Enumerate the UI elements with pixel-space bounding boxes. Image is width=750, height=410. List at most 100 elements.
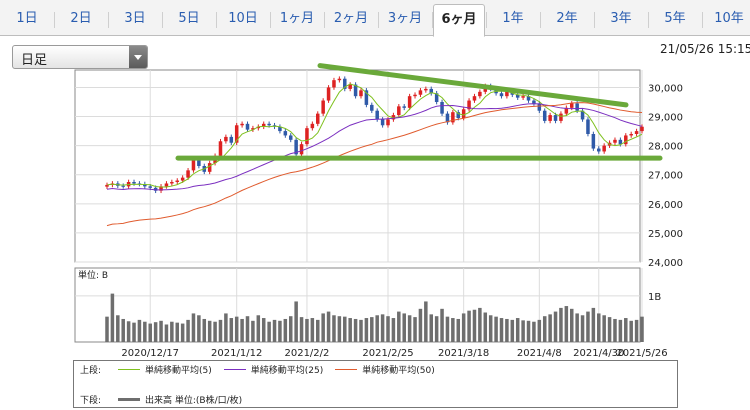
candle-body — [105, 184, 109, 187]
volume-bar — [175, 322, 180, 342]
candle-body — [580, 110, 585, 120]
volume-bar — [391, 318, 396, 342]
volume-bar — [580, 315, 585, 342]
volume-bar — [386, 316, 390, 342]
volume-bar — [299, 317, 304, 342]
trendline-annotation — [317, 63, 629, 108]
candle-body — [618, 139, 623, 145]
volume-bar — [267, 321, 271, 342]
volume-bar — [407, 315, 412, 342]
candle-body — [283, 131, 288, 136]
volume-bar — [402, 313, 406, 342]
tab-12[interactable]: 5年 — [664, 11, 686, 26]
candle-body — [553, 115, 558, 121]
volume-bar — [245, 316, 250, 342]
candle-body — [591, 134, 596, 149]
candle-body — [170, 182, 174, 184]
volume-bar — [499, 318, 504, 342]
candle-body — [348, 84, 352, 89]
chevron-down-icon[interactable] — [129, 46, 147, 68]
volume-bar — [256, 315, 261, 342]
candle-body — [299, 144, 304, 155]
candle-body — [478, 91, 482, 97]
volume-bar — [613, 318, 617, 342]
volume-panel-frame — [74, 267, 641, 343]
volume-bar — [116, 315, 120, 342]
date-label: 2021/4/30 — [573, 348, 624, 359]
tab-1[interactable]: 2日 — [70, 11, 92, 26]
volume-bar — [207, 320, 212, 342]
candle-body — [397, 106, 401, 116]
candle-body — [261, 123, 266, 127]
volume-bar — [521, 320, 525, 342]
legend-ma50: 単純移動平均(50) — [362, 365, 435, 376]
tab-11[interactable]: 3年 — [610, 11, 632, 26]
legend: 上段: 単純移動平均(5) 単純移動平均(25) 単純移動平均(50) 下段: … — [73, 360, 678, 408]
volume-bar — [278, 320, 282, 342]
candle-body — [370, 104, 374, 111]
candle-body — [164, 183, 169, 187]
tab-3[interactable]: 5日 — [178, 11, 200, 26]
tab-9[interactable]: 1年 — [502, 11, 524, 26]
tab-0[interactable]: 1日 — [16, 11, 38, 26]
candle-body — [640, 126, 644, 132]
legend-lower-row: 下段: 出来高 単位:(B株/口/枚) — [80, 392, 242, 406]
volume-bar — [494, 316, 498, 342]
volume-bar — [121, 318, 125, 342]
chart-type-select[interactable]: 日足 — [12, 45, 148, 69]
volume-bar — [370, 317, 374, 342]
volume-bar — [467, 310, 471, 342]
tab-2[interactable]: 3日 — [124, 11, 146, 26]
price-tick-label: 27,000 — [648, 171, 683, 182]
candle-body — [288, 135, 293, 140]
tab-4[interactable]: 10日 — [228, 11, 258, 26]
candle-body — [548, 115, 552, 121]
price-tick-label: 25,000 — [648, 229, 683, 240]
candle-body — [499, 93, 504, 97]
candle-body — [526, 96, 531, 101]
tab-separator — [486, 12, 487, 28]
volume-bar — [575, 313, 579, 342]
candle-body — [132, 182, 136, 184]
date-label: 2021/2/2 — [284, 348, 329, 359]
candle-body — [143, 184, 147, 187]
candle-body — [159, 186, 163, 191]
price-tick-label: 28,000 — [648, 142, 683, 153]
tab-separator — [594, 12, 595, 28]
volume-bar — [218, 319, 223, 342]
legend-ma25-swatch — [223, 368, 246, 370]
candle-body — [186, 170, 190, 178]
candle-body — [569, 103, 574, 108]
price-tick-label: 24,000 — [648, 258, 683, 269]
tab-separator — [54, 12, 55, 28]
candle-body — [634, 131, 639, 134]
volume-bar — [483, 312, 488, 342]
candle-body — [148, 186, 152, 188]
date-label: 2021/4/8 — [517, 348, 562, 359]
candle-body — [391, 115, 396, 120]
volume-bar — [451, 318, 455, 342]
tab-5[interactable]: 1ヶ月 — [279, 11, 315, 26]
volume-tick-label: 1B — [648, 292, 661, 303]
volume-bar — [321, 313, 325, 342]
volume-bar — [548, 314, 552, 342]
tab-separator — [324, 12, 325, 28]
candle-body — [602, 145, 606, 152]
candle-body — [386, 119, 390, 126]
candle-body — [153, 187, 158, 191]
tab-separator — [108, 12, 109, 28]
tab-7[interactable]: 3ヶ月 — [387, 11, 423, 26]
volume-bar — [283, 318, 288, 342]
volume-bar — [251, 320, 255, 342]
volume-bar — [564, 306, 569, 342]
candle-body — [521, 96, 525, 98]
volume-bar — [505, 318, 509, 342]
tab-6[interactable]: 2ヶ月 — [333, 11, 369, 26]
tab-13[interactable]: 10年 — [714, 11, 744, 26]
tab-8[interactable]: 6ヶ月 — [433, 4, 485, 37]
volume-bar — [305, 318, 309, 342]
tab-10[interactable]: 2年 — [556, 11, 578, 26]
volume-bar — [624, 318, 628, 342]
candle-body — [440, 102, 444, 114]
volume-bar — [240, 318, 244, 342]
